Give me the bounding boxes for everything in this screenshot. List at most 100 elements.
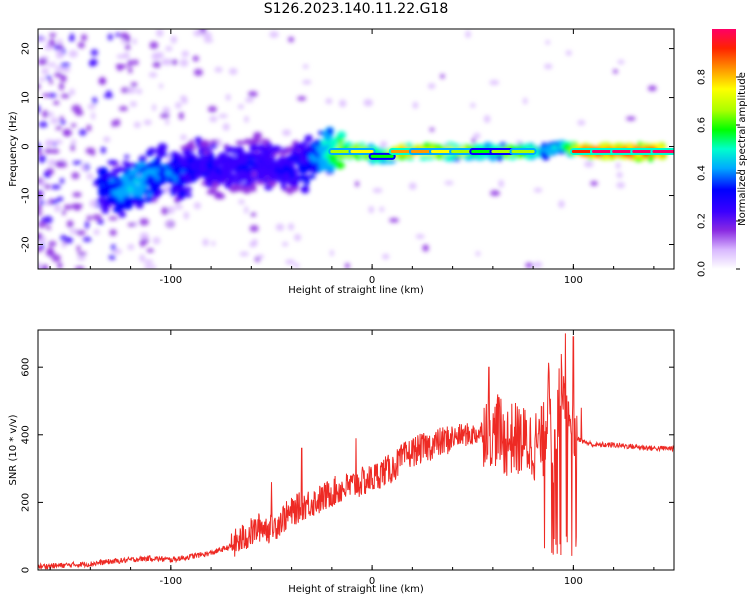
- noise-blob: [41, 264, 49, 269]
- noise-blob: [558, 200, 565, 209]
- noise-blob: [344, 262, 350, 269]
- noise-blob: [238, 199, 245, 205]
- noise-blob: [339, 99, 347, 108]
- noise-blob: [149, 41, 159, 50]
- noise-blob: [51, 254, 61, 263]
- ridge-blob: [318, 130, 325, 136]
- ridge-blob: [245, 167, 254, 173]
- ridge-blob: [148, 189, 159, 194]
- noise-blob: [63, 204, 73, 210]
- noise-blob: [615, 162, 621, 170]
- noise-blob: [237, 104, 245, 110]
- noise-blob: [76, 245, 81, 252]
- noise-blob: [179, 58, 189, 67]
- ridge-blob: [146, 174, 155, 183]
- noise-blob: [193, 29, 203, 37]
- ridge-blob: [127, 169, 136, 177]
- noise-blob: [87, 103, 96, 110]
- noise-blob: [70, 144, 75, 152]
- noise-blob: [93, 229, 100, 235]
- ridge-blob: [300, 186, 308, 192]
- ridge-blob: [541, 142, 548, 148]
- spectrogram-y-tick-label: 0: [21, 143, 32, 149]
- noise-blob: [108, 216, 118, 221]
- noise-blob: [159, 83, 164, 89]
- ridge-blob: [259, 169, 271, 174]
- noise-blob: [70, 123, 77, 128]
- noise-blob: [42, 110, 49, 118]
- noise-blob: [249, 225, 259, 233]
- noise-blob: [109, 229, 117, 236]
- ridge-blob: [178, 156, 185, 162]
- noise-blob: [152, 103, 157, 112]
- ridge-blob: [237, 164, 248, 170]
- noise-blob: [165, 45, 173, 52]
- noise-blob: [48, 38, 56, 47]
- noise-blob: [250, 212, 257, 217]
- noise-blob: [77, 251, 87, 256]
- noise-blob: [60, 93, 70, 99]
- ridge-blob: [269, 180, 277, 187]
- noise-blob: [77, 41, 85, 49]
- noise-blob: [133, 121, 141, 128]
- colorbar-tick-label: 0.4: [697, 165, 708, 181]
- noise-blob: [465, 30, 471, 39]
- noise-blob: [368, 205, 374, 214]
- noise-blob: [590, 180, 598, 186]
- noise-blob: [55, 125, 62, 131]
- spectrogram-x-axis-label: Height of straight line (km): [288, 285, 424, 296]
- ridge-blob: [156, 180, 167, 186]
- noise-blob: [193, 202, 201, 210]
- noise-blob: [127, 222, 136, 227]
- noise-blob: [64, 128, 69, 137]
- noise-blob: [66, 220, 74, 228]
- noise-blob: [92, 96, 98, 105]
- noise-blob: [483, 115, 491, 123]
- noise-blob: [203, 38, 214, 43]
- ridge-blob: [218, 155, 228, 161]
- noise-blob: [72, 191, 82, 198]
- noise-blob: [165, 118, 170, 126]
- noise-blob: [209, 115, 218, 123]
- noise-blob: [293, 263, 300, 268]
- noise-blob: [38, 149, 43, 156]
- noise-blob: [89, 199, 97, 208]
- ridge-blob: [120, 190, 131, 198]
- ridge-blob: [106, 198, 117, 205]
- snr-y-tick-label: 400: [21, 425, 32, 444]
- noise-blob: [470, 102, 476, 108]
- noise-blob: [148, 72, 158, 78]
- noise-blob: [127, 244, 135, 250]
- noise-blob: [59, 116, 64, 121]
- noise-blob: [123, 154, 130, 159]
- noise-blob: [60, 62, 71, 68]
- noise-blob: [54, 139, 63, 145]
- ridge-blob: [266, 142, 273, 150]
- noise-blob: [389, 217, 400, 223]
- ridge-blob: [258, 143, 265, 150]
- chart-title: S126.2023.140.11.22.G18: [263, 1, 449, 17]
- noise-blob: [58, 82, 65, 91]
- snr-x-tick-label: -100: [159, 576, 182, 587]
- ridge-blob: [261, 157, 273, 165]
- ridge-blob: [336, 131, 347, 139]
- ridge-blob: [123, 204, 133, 210]
- noise-blob: [244, 206, 249, 214]
- noise-blob: [56, 38, 63, 47]
- ridge-blob: [122, 160, 129, 166]
- ridge-blob: [164, 170, 172, 177]
- noise-blob: [38, 77, 46, 82]
- noise-blob: [43, 215, 53, 224]
- noise-blob: [617, 59, 625, 65]
- noise-blob: [71, 203, 80, 210]
- noise-blob: [161, 207, 169, 215]
- noise-blob: [59, 120, 66, 125]
- ridge-blob: [223, 171, 229, 177]
- noise-blob: [47, 93, 57, 98]
- ridge-blob: [112, 176, 123, 182]
- noise-blob: [429, 127, 435, 132]
- ridge-blob: [200, 160, 207, 169]
- noise-blob: [427, 83, 436, 90]
- noise-blob: [46, 62, 57, 67]
- ridge-blob: [289, 171, 295, 180]
